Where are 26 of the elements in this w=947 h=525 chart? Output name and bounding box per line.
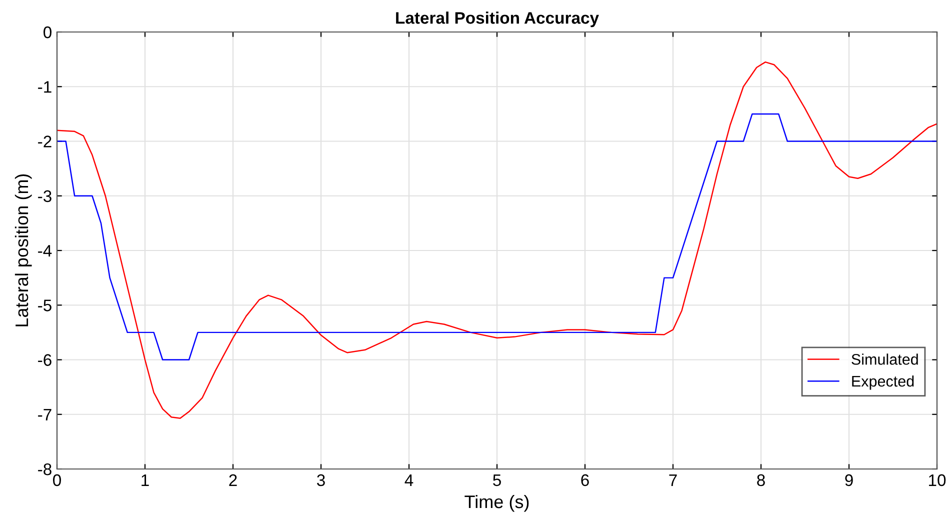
x-tick-label: 4 xyxy=(404,474,414,486)
x-tick-label: 5 xyxy=(493,474,501,486)
x-tick-label: 1 xyxy=(142,474,149,486)
x-tick-label: 9 xyxy=(845,474,853,486)
legend-label: Simulated xyxy=(852,354,918,365)
y-tick-label: 0 xyxy=(44,26,52,38)
x-tick-label: 7 xyxy=(669,474,677,486)
x-tick-label: 8 xyxy=(757,474,765,486)
y-tick-label: -3 xyxy=(38,190,52,202)
x-tick-label: 3 xyxy=(317,474,325,486)
y-tick-label: -5 xyxy=(38,300,52,312)
y-tick-label: -1 xyxy=(38,81,52,93)
x-tick-label: 10 xyxy=(929,474,946,486)
x-tick-label: 6 xyxy=(581,474,589,486)
y-tick-label: -4 xyxy=(38,245,52,257)
x-axis-title: Time (s) xyxy=(464,494,529,512)
legend-label: Expected xyxy=(852,375,914,390)
line-series xyxy=(57,61,937,419)
y-axis-title: Lateral position (m) xyxy=(14,174,32,326)
y-tick-label: -7 xyxy=(38,408,52,420)
chart-title: Lateral Position Accuracy xyxy=(396,12,599,28)
y-tick-label: -2 xyxy=(38,136,52,148)
y-tick-label: -6 xyxy=(38,354,52,366)
x-tick-label: 2 xyxy=(229,474,237,486)
y-tick-label: -8 xyxy=(38,463,52,476)
x-tick-label: 0 xyxy=(53,474,61,486)
